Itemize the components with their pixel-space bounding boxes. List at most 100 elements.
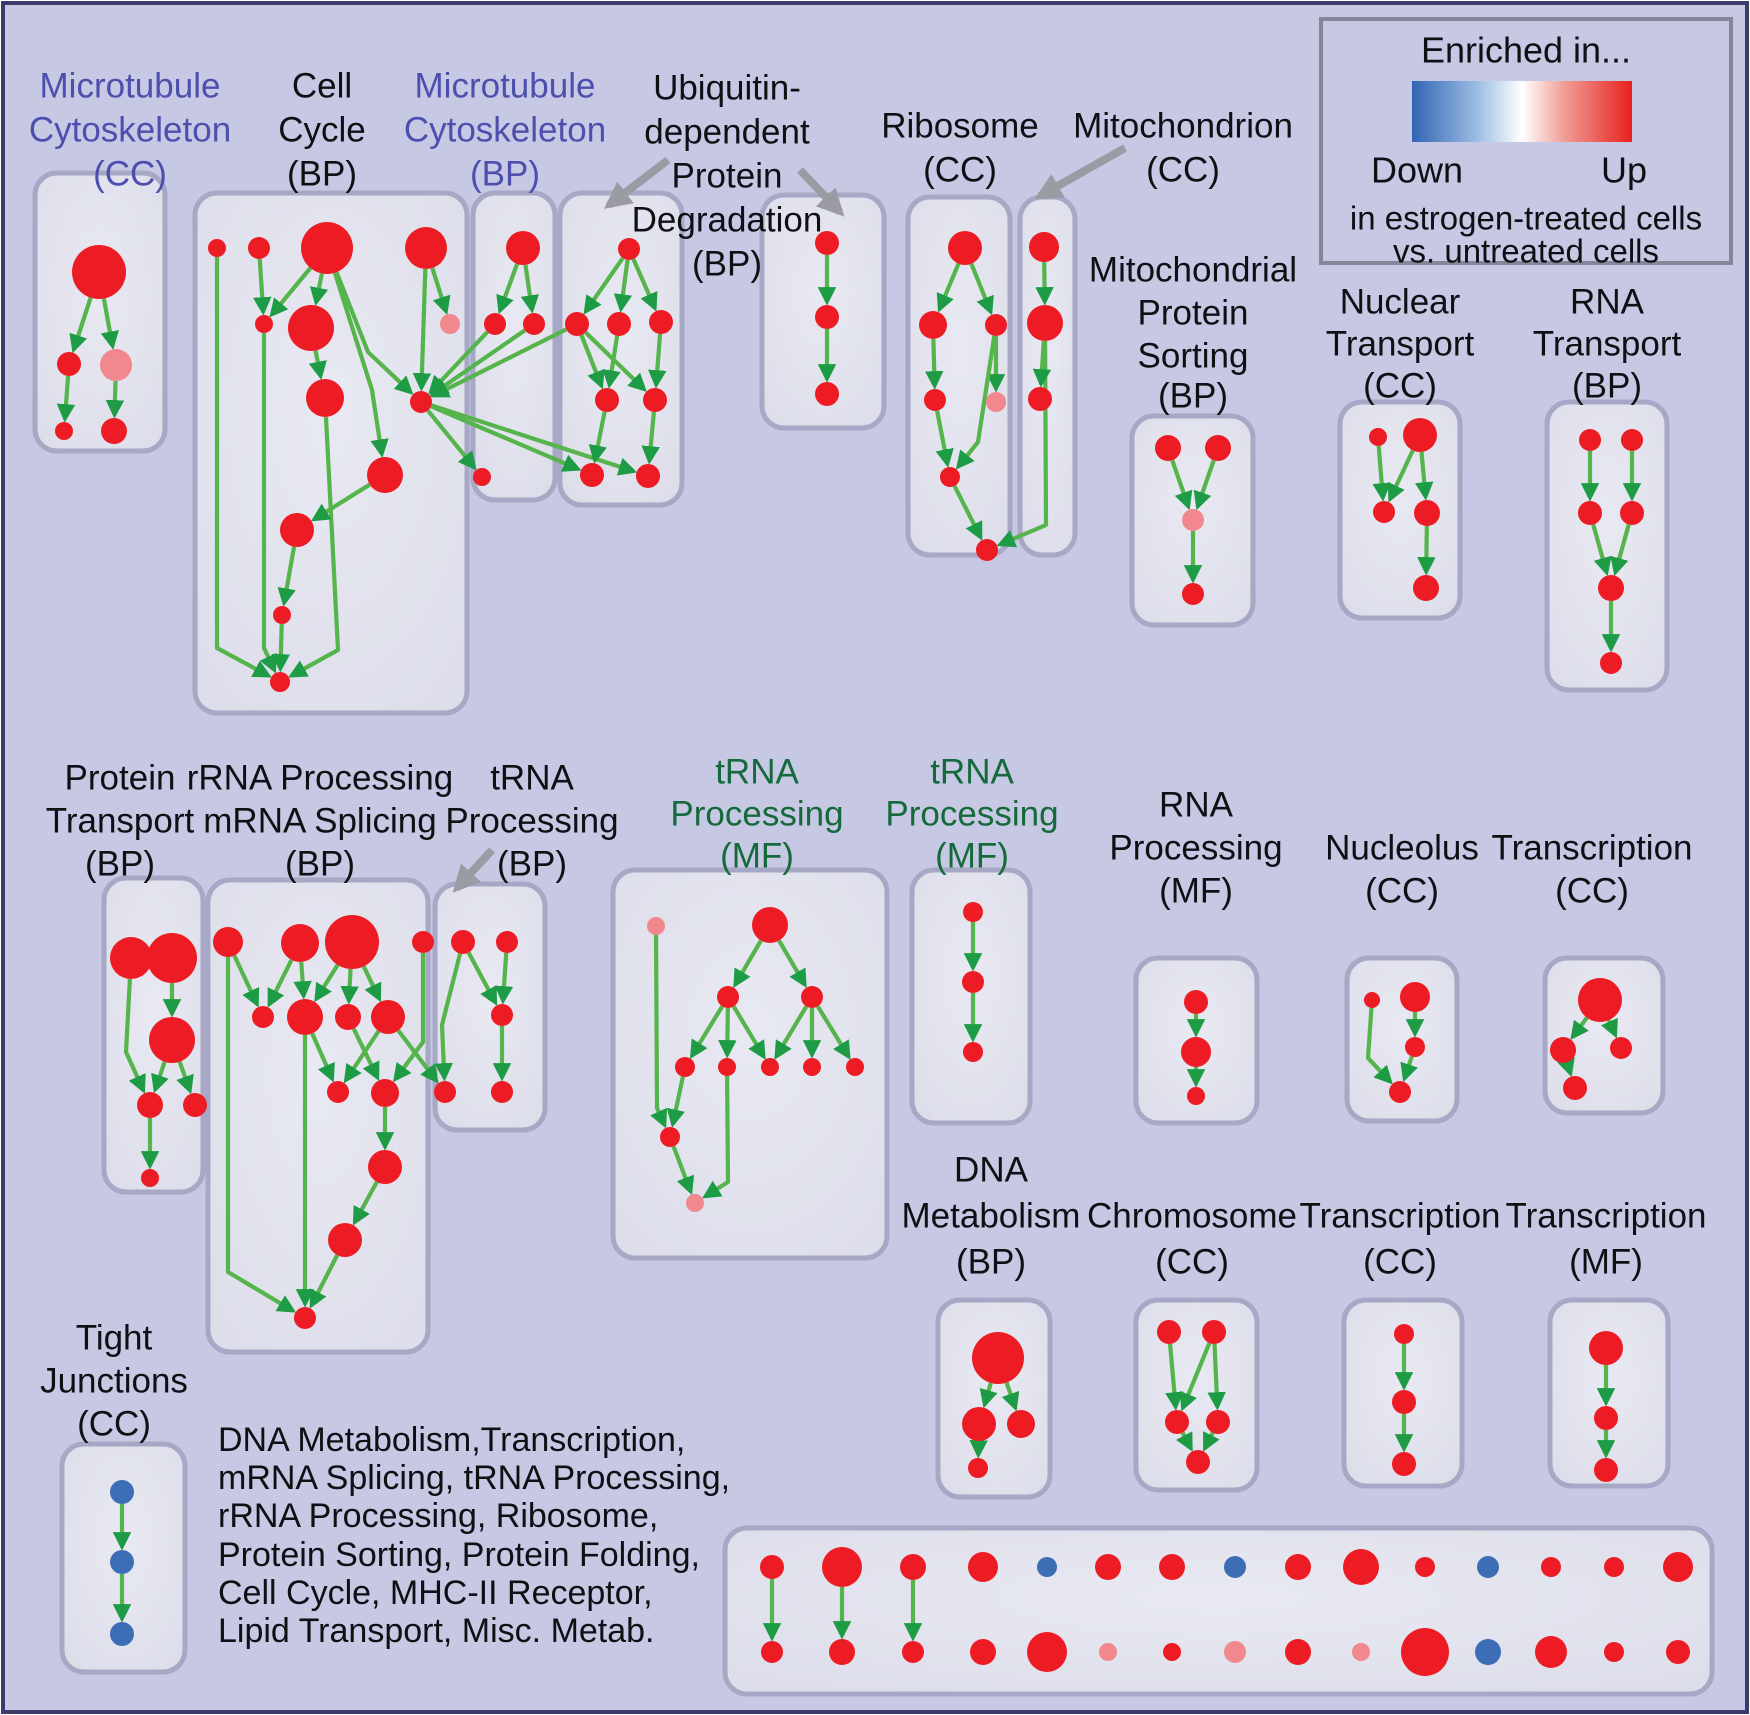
go-term-node-h1-red bbox=[1155, 435, 1181, 461]
go-term-node-mb12-blue bbox=[1475, 1639, 1501, 1665]
go-term-node-f1-red bbox=[948, 231, 982, 265]
go-term-node-b7-pink bbox=[440, 314, 460, 334]
edge-j4-j5 bbox=[1610, 523, 1631, 577]
go-term-node-n9-red bbox=[846, 1058, 864, 1076]
edge-m2-m3 bbox=[494, 952, 514, 1005]
edge-b3-b10 bbox=[332, 272, 389, 458]
go-term-node-l12-red bbox=[328, 1223, 362, 1257]
group-label-ubiquitin-dependent-protein-degradation-bp-line3: Degradation bbox=[632, 201, 823, 240]
edge-r1-r2 bbox=[1570, 1016, 1589, 1041]
go-term-node-n6-red bbox=[718, 1058, 736, 1076]
go-term-node-mb1-red bbox=[761, 1641, 783, 1663]
edge-b3-b6 bbox=[309, 273, 329, 307]
edge-i1-i3 bbox=[1372, 445, 1391, 502]
edge-h2-h3 bbox=[1193, 459, 1216, 511]
go-term-node-k1-red bbox=[110, 937, 152, 979]
group-label-rna-transport-bp-line1: Transport bbox=[1533, 325, 1682, 364]
go-term-node-g1-red bbox=[1029, 232, 1059, 262]
go-term-node-b13-red bbox=[270, 672, 290, 692]
edge-l3-l8 bbox=[361, 965, 382, 1003]
go-term-node-r3-red bbox=[1610, 1037, 1632, 1059]
edge-l12-l13 bbox=[309, 1254, 340, 1309]
go-term-node-mb6-pink bbox=[1099, 1643, 1117, 1661]
group-label-ubiquitin-dependent-protein-degradation-bp-line0: Ubiquitin- bbox=[653, 69, 801, 108]
edge-b4-b9 bbox=[412, 268, 432, 392]
edge-d6-d8 bbox=[641, 411, 660, 465]
edge-n4-n9 bbox=[815, 1005, 851, 1060]
go-term-node-n8-red bbox=[803, 1058, 821, 1076]
edge-i4-i5 bbox=[1417, 525, 1436, 576]
misc-cluster-caption-line0: DNA Metabolism,Transcription, bbox=[218, 1421, 685, 1459]
group-label-microtubule-cytoskeleton-bp-line1: Cytoskeleton bbox=[404, 111, 606, 150]
group-label-dna-metabolism-bp-line0: DNA bbox=[954, 1151, 1029, 1190]
go-term-node-a3-pink bbox=[100, 349, 132, 381]
go-term-node-d7-red bbox=[580, 463, 604, 487]
go-term-node-n4-red bbox=[801, 986, 823, 1008]
go-term-node-a2-red bbox=[57, 352, 81, 376]
go-term-node-mb9-red bbox=[1285, 1639, 1311, 1665]
go-term-node-mt6-red bbox=[1095, 1554, 1121, 1580]
go-term-node-j6-red bbox=[1600, 652, 1622, 674]
edge-b1-b13 bbox=[214, 257, 272, 678]
go-term-node-r4-red bbox=[1563, 1076, 1587, 1100]
go-term-node-d6-red bbox=[643, 388, 667, 412]
group-label-trna-processing-bp-line0: tRNA bbox=[490, 759, 574, 798]
go-term-node-p1-red bbox=[1184, 990, 1208, 1014]
group-label-ubiquitin-dependent-protein-degradation-bp-line2: Protein bbox=[672, 157, 783, 196]
group-label-dna-metabolism-bp-line1: Metabolism bbox=[902, 1197, 1081, 1236]
edge-b9-c4 bbox=[426, 409, 477, 471]
go-term-node-mt10-red bbox=[1343, 1549, 1379, 1585]
group-label-transcription-mf-line1: (MF) bbox=[1569, 1243, 1643, 1282]
go-term-node-b9-red bbox=[410, 391, 432, 413]
go-term-node-l7-red bbox=[335, 1004, 361, 1030]
group-label-rna-processing-mf-line1: Processing bbox=[1109, 829, 1282, 868]
edge-a3-a5 bbox=[105, 380, 125, 419]
edge-c1-c3 bbox=[520, 264, 540, 314]
edge-n4-n7 bbox=[774, 1005, 809, 1060]
go-term-node-f5-pink bbox=[986, 392, 1006, 412]
go-term-node-h4-red bbox=[1182, 583, 1204, 605]
edge-b3-b9 bbox=[334, 271, 414, 395]
legend-title: Enriched in... bbox=[1421, 30, 1631, 71]
go-term-node-mb10-pink bbox=[1352, 1643, 1370, 1661]
go-term-node-b10-red bbox=[367, 457, 403, 493]
edge-d2-b9 bbox=[430, 327, 568, 398]
legend-subtitle-1: in estrogen-treated cells bbox=[1350, 200, 1702, 237]
go-term-node-c4-red bbox=[473, 468, 491, 486]
go-term-node-mb7-red bbox=[1163, 1643, 1181, 1661]
go-term-node-f7-red bbox=[976, 539, 998, 561]
edge-k1-k4 bbox=[123, 978, 146, 1094]
go-term-node-w2-blue bbox=[110, 1550, 134, 1574]
group-box-nuclear-transport-box bbox=[1337, 399, 1463, 621]
edge-l2-l6 bbox=[293, 961, 312, 1000]
go-term-node-c1-red bbox=[506, 231, 540, 265]
edge-b3-b5 bbox=[269, 266, 313, 318]
legend-gradient-bar bbox=[1412, 81, 1632, 142]
edge-k3-k4 bbox=[151, 1061, 169, 1094]
edge-b5-b13 bbox=[259, 333, 277, 674]
edge-t2-t4 bbox=[1207, 1343, 1226, 1411]
go-term-node-l10-red bbox=[371, 1079, 399, 1107]
edge-n3-n6 bbox=[718, 1007, 737, 1059]
edge-i2-i4 bbox=[1415, 451, 1434, 501]
go-term-node-mt8-blue bbox=[1224, 1556, 1246, 1578]
go-term-node-a1-red bbox=[72, 245, 126, 299]
go-term-node-j5-red bbox=[1598, 575, 1624, 601]
go-term-node-k3-red bbox=[149, 1017, 195, 1063]
go-term-node-q3-red bbox=[1405, 1037, 1425, 1057]
edge-b12-b13 bbox=[271, 623, 291, 673]
go-term-node-b1-red bbox=[208, 239, 226, 257]
group-box-transcription-mf-box bbox=[1547, 1297, 1671, 1489]
group-label-ribosome-cc-line1: (CC) bbox=[923, 151, 997, 190]
edge-b8-b13 bbox=[288, 416, 341, 678]
legend-up-label: Up bbox=[1601, 150, 1647, 191]
go-term-node-d1-red bbox=[618, 238, 640, 260]
edge-f1-f3 bbox=[969, 262, 994, 316]
label-pointer-arrow-3 bbox=[452, 847, 495, 893]
edge-t2-t3 bbox=[1179, 1342, 1212, 1412]
go-term-node-mt4-red bbox=[968, 1552, 998, 1582]
go-term-node-r1-red bbox=[1578, 978, 1622, 1022]
group-label-cell-cycle-bp-line1: Cycle bbox=[278, 111, 366, 150]
go-term-node-n1-pink bbox=[647, 917, 665, 935]
go-term-node-m4-red bbox=[434, 1081, 456, 1103]
